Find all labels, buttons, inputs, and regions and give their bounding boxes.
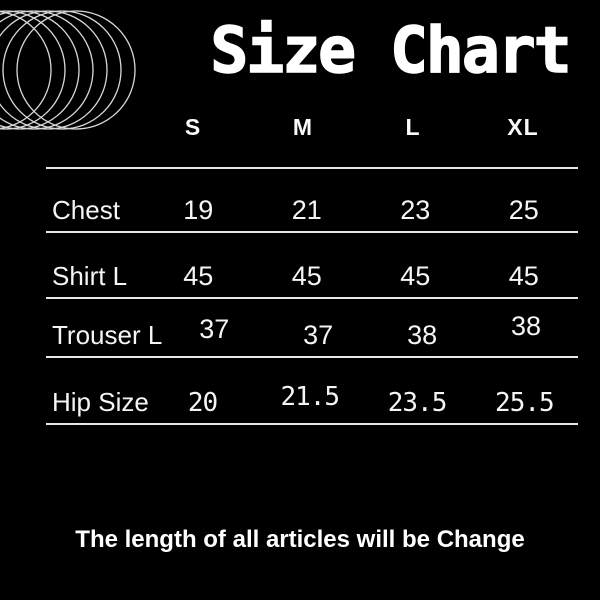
column-header-xl: XL [507, 114, 539, 140]
column-header-m: M [292, 114, 314, 140]
row-label-chest: Chest [52, 195, 120, 225]
page-title: Size Chart [210, 14, 573, 87]
cell-chest-l: 23 [400, 195, 431, 225]
cell-hip-xl: 25.5 [495, 388, 555, 418]
table-row-trouser-length: Trouser L 37 37 38 38 [46, 299, 578, 358]
cell-hip-m: 21.5 [280, 382, 340, 412]
table-header-row: S M L XL [46, 104, 578, 151]
cell-trouser-l: 38 [407, 320, 438, 350]
table-row-hip-size: Hip Size 20 21.5 23.5 25.5 [46, 358, 578, 425]
cell-shirt-xl: 45 [508, 261, 539, 291]
cell-trouser-m: 37 [303, 320, 334, 350]
row-label-hip-size: Hip Size [52, 387, 149, 417]
table-row-chest: Chest 19 21 23 25 [46, 169, 578, 233]
footer-note: The length of all articles will be Chang… [75, 526, 525, 553]
cell-chest-m: 21 [291, 195, 322, 225]
cell-shirt-l: 45 [400, 261, 431, 291]
cell-hip-s: 20 [187, 388, 218, 418]
table-row-shirt-length: Shirt L 45 45 45 45 [46, 233, 578, 299]
overlapping-circles-logo [0, 10, 136, 130]
cell-trouser-s: 37 [199, 314, 230, 344]
row-label-trouser-length: Trouser L [52, 320, 163, 350]
cell-hip-l: 23.5 [387, 388, 448, 418]
cell-trouser-xl: 38 [511, 311, 542, 341]
cell-chest-xl: 25 [508, 195, 539, 225]
column-header-s: S [184, 114, 202, 140]
cell-shirt-m: 45 [291, 261, 322, 291]
column-header-l: L [405, 114, 421, 140]
cell-shirt-s: 45 [183, 261, 214, 291]
table-top-rule [46, 167, 578, 169]
row-label-shirt-length: Shirt L [52, 261, 128, 291]
cell-chest-s: 19 [183, 195, 214, 225]
size-table: S M L XL Chest 19 21 23 25 Shirt L 45 45… [46, 104, 578, 425]
